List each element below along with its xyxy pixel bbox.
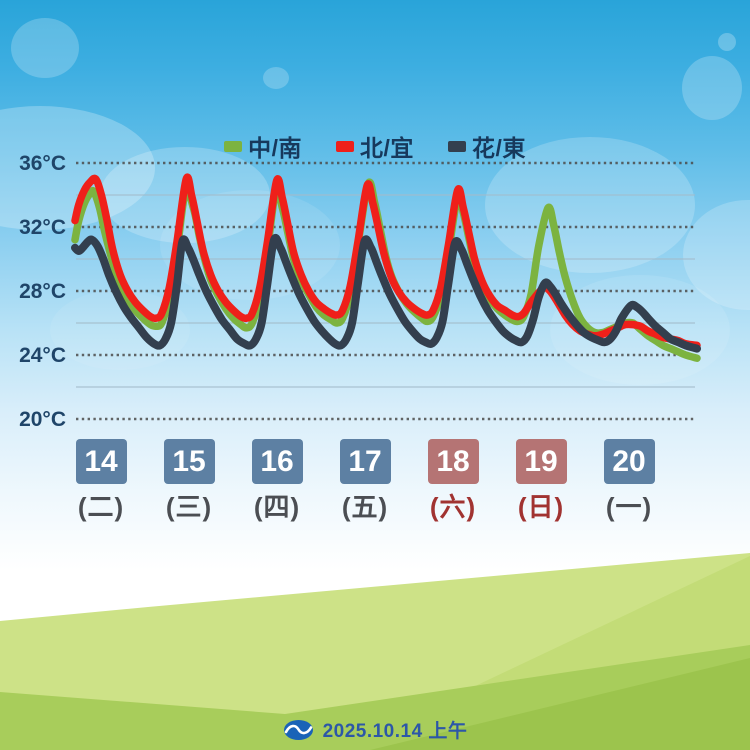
day-cell: 17 (五) [321,439,409,524]
y-tick-label: 32°C [19,216,66,239]
legend-label: 花/東 [471,135,526,161]
day-cell: 16 (四) [233,439,321,524]
day-number: 19 [515,439,567,484]
hills [0,553,750,750]
series-line-hualien-taitung [71,233,701,353]
legend-label: 北/宜 [360,135,414,161]
y-tick-label: 20°C [19,408,66,431]
day-weekday: (一) [605,492,653,522]
legend-item-north-yilan: 北/宜 [336,129,414,163]
day-cell: 20 (一) [585,439,673,524]
cloud-icon [682,56,742,120]
cloud-icon [0,106,155,230]
day-cell: 18 (六) [409,439,497,524]
date-axis: 14 (二) 15 (三) 16 (四) 17 (五) 18 (六) 19 (日… [57,439,673,524]
day-number: 18 [427,439,479,484]
cwa-logo-icon [283,719,313,740]
cloud-icon [263,67,289,89]
day-number: 15 [163,439,215,484]
day-cell: 14 (二) [57,439,145,524]
day-number: 17 [339,439,391,484]
y-tick-label: 36°C [19,152,66,175]
day-weekday: (六) [429,492,477,522]
hill-front-dark [370,658,750,750]
day-cell: 15 (三) [145,439,233,524]
cloud-icon [11,18,79,78]
y-tick-label: 28°C [19,280,66,303]
day-number: 20 [603,439,655,484]
legend-label: 中/南 [248,135,303,161]
day-weekday: (三) [165,492,213,522]
day-number: 16 [251,439,303,484]
day-cell: 19 (日) [497,439,585,524]
legend-swatch-green [224,140,243,152]
legend-swatch-red [336,140,355,152]
day-weekday: (五) [341,492,389,522]
footer: 2025.10.14 上午 [0,716,750,743]
day-weekday: (日) [517,492,565,522]
cloud-icon [683,200,750,310]
legend-item-hualien-taitung: 花/東 [447,129,526,163]
day-weekday: (四) [253,492,301,522]
legend-item-central-south: 中/南 [224,129,302,163]
day-weekday: (二) [77,492,125,522]
cloud-icon [718,33,736,51]
legend-swatch-navy [447,140,466,152]
issued-datetime: 2025.10.14 上午 [322,721,468,742]
day-number: 14 [75,439,127,484]
chart-legend: 中/南 北/宜 花/東 [0,129,750,163]
y-tick-label: 24°C [19,344,66,367]
cloud-icon [50,290,190,370]
